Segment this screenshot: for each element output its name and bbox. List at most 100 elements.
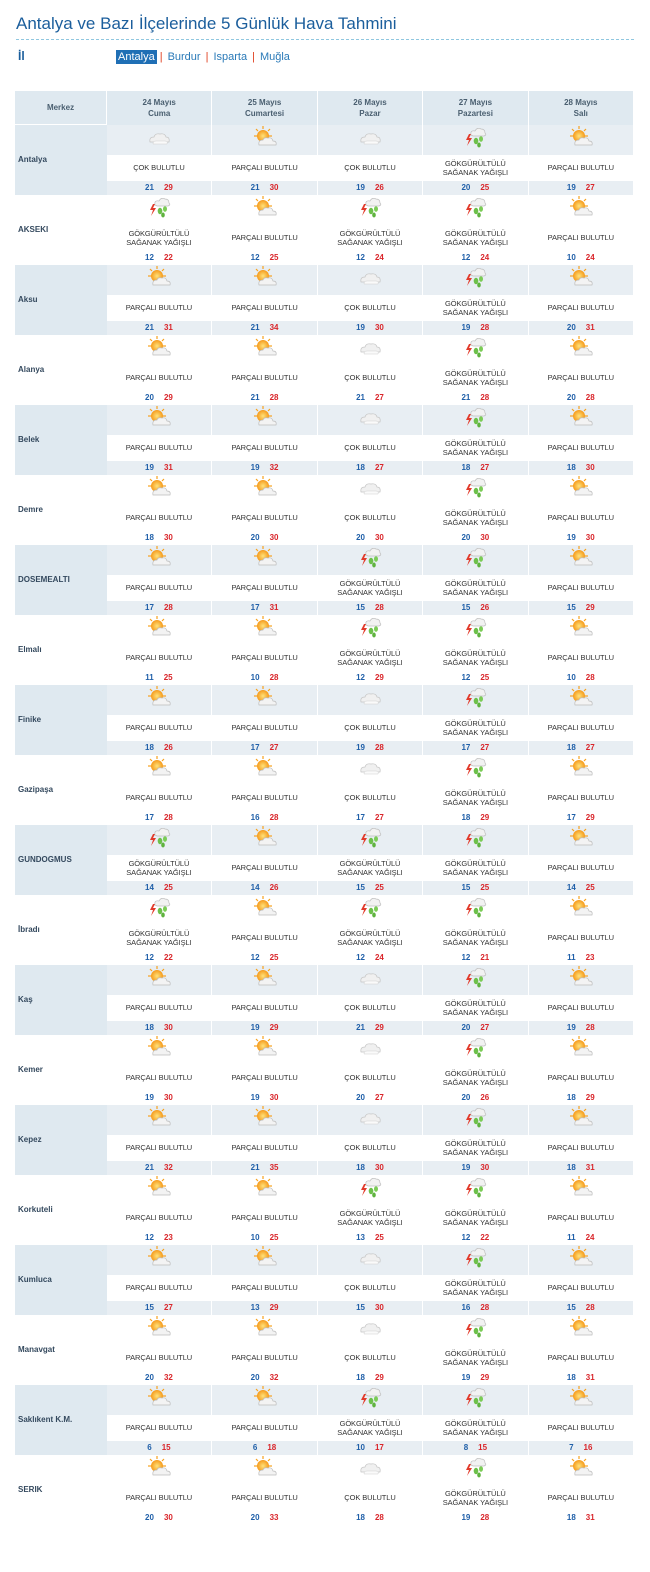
- table-row: AKSEKI GÖKGÜRÜLTÜLÜ SAĞANAK YAĞIŞLI 12 22 PA…: [15, 194, 635, 265]
- min-temp: 17: [461, 743, 471, 752]
- min-temp: 17: [250, 743, 260, 752]
- city-name: Kemer: [18, 1065, 43, 1074]
- weather-icon-box: [423, 824, 528, 855]
- forecast-cell: PARÇALI BULUTLU 19 30: [528, 474, 635, 545]
- condition-text: PARÇALI BULUTLU: [231, 233, 298, 242]
- condition-text: PARÇALI BULUTLU: [231, 1003, 298, 1012]
- temperature-range: 12 22: [107, 251, 212, 265]
- weather-icon-box: [106, 404, 212, 435]
- min-temp: 18: [145, 533, 154, 542]
- partly-cloudy-icon: [146, 335, 172, 364]
- condition-text: PARÇALI BULUTLU: [547, 443, 614, 452]
- max-temp: 30: [374, 1163, 384, 1172]
- partly-cloudy-icon: [568, 685, 594, 714]
- max-temp: 28: [585, 1303, 595, 1312]
- min-temp: 17: [356, 813, 365, 822]
- max-temp: 28: [163, 603, 173, 612]
- max-temp: 30: [374, 323, 384, 332]
- forecast-cell: GÖKGÜRÜLTÜLÜ SAĞANAK YAĞIŞLI 8 15: [422, 1384, 529, 1455]
- condition-text: PARÇALI BULUTLU: [547, 1213, 614, 1222]
- condition-text: ÇOK BULUTLU: [344, 1353, 396, 1362]
- condition-text: GÖKGÜRÜLTÜLÜ SAĞANAK YAĞIŞLI: [442, 1068, 509, 1087]
- min-temp: 12: [356, 253, 365, 262]
- temperature-range: 15 30: [317, 1300, 423, 1315]
- temperature-range: 17 27: [212, 740, 317, 755]
- city-name: Saklıkent K.M.: [15, 1384, 107, 1455]
- cloudy-icon: [357, 1315, 383, 1344]
- province-link-antalya[interactable]: Antalya: [116, 50, 157, 64]
- cloudy-icon: [357, 1035, 383, 1064]
- max-temp: 25: [374, 883, 384, 892]
- weather-icon-box: [529, 1035, 633, 1065]
- min-temp: 18: [566, 1163, 576, 1172]
- weather-icon-box: [212, 755, 316, 785]
- condition-text: PARÇALI BULUTLU: [547, 303, 614, 312]
- max-temp: 27: [374, 393, 384, 402]
- thunder-shower-icon: [462, 405, 488, 434]
- max-temp: 31: [585, 323, 595, 332]
- weather-icon-box: [212, 195, 316, 225]
- temperature-range: 20 27: [318, 1091, 422, 1105]
- max-temp: 28: [480, 393, 490, 402]
- min-temp: 12: [145, 253, 154, 262]
- min-temp: 15: [566, 603, 576, 612]
- table-row: Manavgat PARÇALI BULUTLU 20 32 PARÇALI BULUT…: [15, 1314, 635, 1385]
- forecast-cell: GÖKGÜRÜLTÜLÜ SAĞANAK YAĞIŞLI 15 25: [317, 824, 424, 895]
- forecast-cell: ÇOK BULUTLU 17 27: [317, 754, 424, 825]
- weather-icon-box: [107, 195, 212, 225]
- min-temp: 14: [566, 883, 576, 892]
- cloudy-icon: [357, 755, 383, 784]
- condition-text: GÖKGÜRÜLTÜLÜ SAĞANAK YAĞIŞLI: [126, 928, 192, 947]
- forecast-cell: PARÇALI BULUTLU 15 27: [106, 1244, 213, 1315]
- partly-cloudy-icon: [568, 195, 594, 224]
- min-temp: 12: [461, 1233, 471, 1242]
- condition-text: GÖKGÜRÜLTÜLÜ SAĞANAK YAĞIŞLI: [442, 928, 509, 947]
- temperature-range: 19 29: [423, 1371, 527, 1385]
- condition-text: GÖKGÜRÜLTÜLÜ SAĞANAK YAĞIŞLI: [337, 578, 403, 597]
- cloudy-icon: [357, 685, 383, 714]
- condition-text: PARÇALI BULUTLU: [231, 1283, 298, 1292]
- province-link-mugla[interactable]: Muğla: [259, 51, 290, 63]
- weather-icon-box: [212, 1455, 316, 1485]
- min-temp: 12: [145, 953, 154, 962]
- min-temp: 20: [356, 1093, 365, 1102]
- condition-text: GÖKGÜRÜLTÜLÜ SAĞANAK YAĞIŞLI: [442, 158, 509, 177]
- partly-cloudy-icon: [146, 1175, 172, 1204]
- partly-cloudy-icon: [252, 1175, 278, 1204]
- weather-icon-box: [107, 895, 212, 925]
- min-temp: 12: [145, 1233, 154, 1242]
- province-link-isparta[interactable]: Isparta: [213, 51, 248, 63]
- weather-icon-box: [529, 1175, 633, 1205]
- forecast-cell: PARÇALI BULUTLU 15 29: [528, 544, 635, 615]
- weather-icon-box: [529, 335, 633, 365]
- min-temp: 10: [250, 673, 260, 682]
- weather-icon-box: [423, 1175, 527, 1205]
- partly-cloudy-icon: [252, 755, 278, 784]
- thunder-shower-icon: [462, 1455, 488, 1484]
- partly-cloudy-icon: [568, 1035, 594, 1064]
- min-temp: 18: [461, 813, 471, 822]
- forecast-cell: GÖKGÜRÜLTÜLÜ SAĞANAK YAĞIŞLI 13 25: [317, 1174, 424, 1245]
- min-temp: 19: [145, 463, 154, 472]
- temperature-range: 12 24: [318, 251, 422, 265]
- weather-icon-box: [423, 964, 528, 995]
- min-temp: 8: [463, 1443, 469, 1452]
- condition-text: PARÇALI BULUTLU: [547, 1423, 614, 1432]
- weather-icon-box: [317, 824, 423, 855]
- condition-text: ÇOK BULUTLU: [344, 513, 396, 522]
- forecast-cell: PARÇALI BULUTLU 17 31: [211, 544, 318, 615]
- condition-text: PARÇALI BULUTLU: [231, 793, 298, 802]
- weather-icon-box: [107, 1175, 212, 1205]
- province-link-burdur[interactable]: Burdur: [167, 51, 201, 63]
- condition-text: GÖKGÜRÜLTÜLÜ SAĞANAK YAĞIŞLI: [442, 788, 509, 807]
- partly-cloudy-icon: [252, 615, 278, 644]
- max-temp: 27: [374, 463, 384, 472]
- max-temp: 35: [269, 1163, 279, 1172]
- thunder-shower-icon: [357, 825, 383, 854]
- max-temp: 26: [163, 743, 173, 752]
- partly-cloudy-icon: [146, 1455, 172, 1484]
- table-row: SERIK PARÇALI BULUTLU 20 30 PARÇALI BULUTLU 2…: [15, 1454, 635, 1525]
- temperature-range: 12 22: [423, 1231, 527, 1245]
- min-temp: 18: [356, 1163, 365, 1172]
- temperature-range: 20 30: [318, 531, 422, 545]
